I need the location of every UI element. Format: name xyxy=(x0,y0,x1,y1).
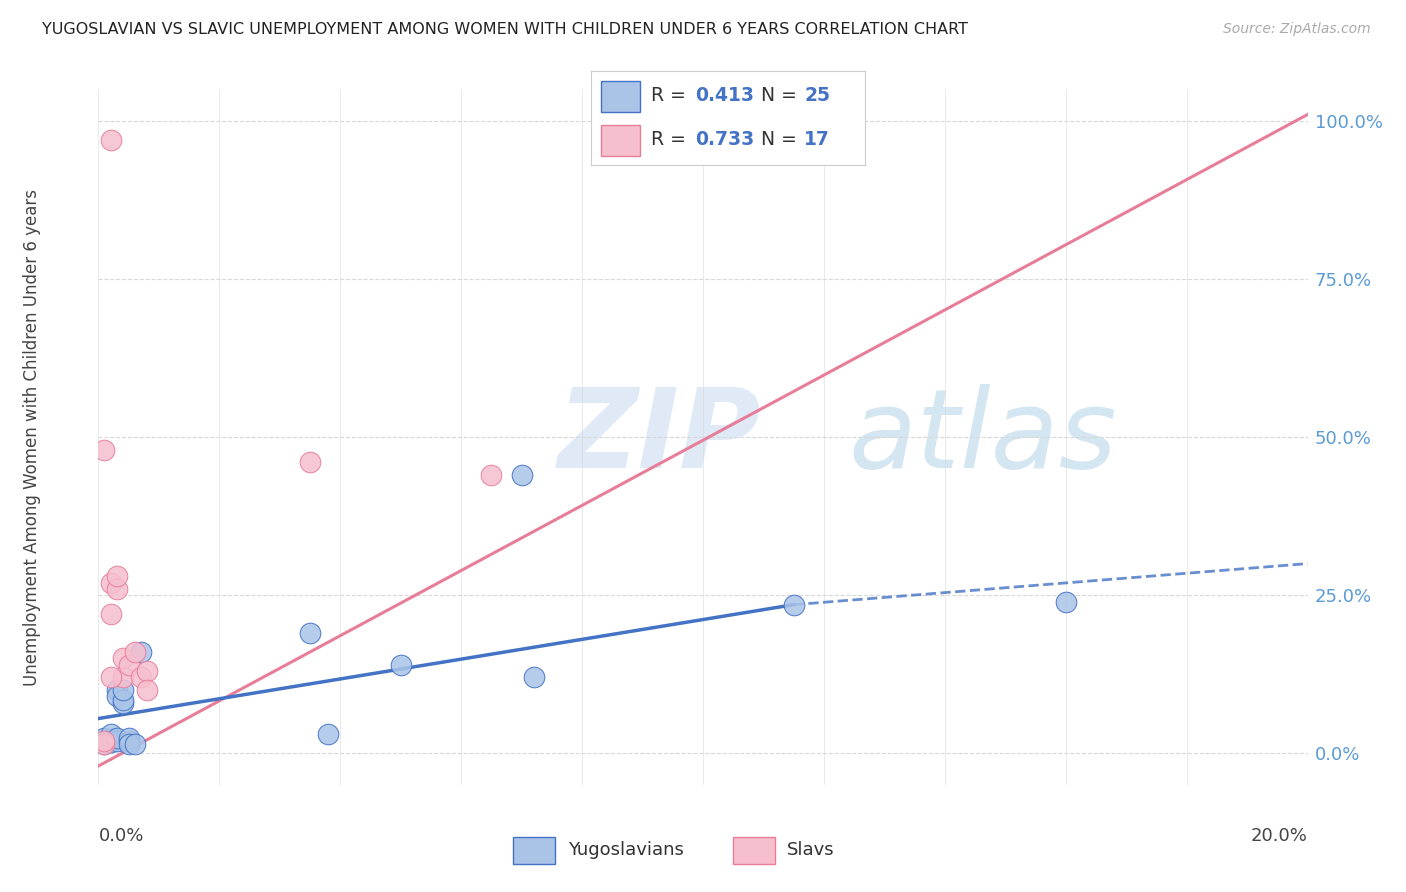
FancyBboxPatch shape xyxy=(513,838,555,864)
Point xyxy=(100,735,122,749)
Text: 0.733: 0.733 xyxy=(695,130,754,149)
Point xyxy=(100,133,122,147)
Point xyxy=(118,657,141,672)
Point xyxy=(299,455,322,469)
Point xyxy=(100,575,122,590)
Point xyxy=(510,468,533,483)
Point xyxy=(111,683,134,698)
Text: 25: 25 xyxy=(804,87,831,105)
Point xyxy=(111,670,134,684)
Point xyxy=(111,651,134,665)
Point xyxy=(93,733,115,747)
Text: N =: N = xyxy=(761,130,803,149)
Point xyxy=(783,598,806,612)
Point xyxy=(1054,594,1077,608)
Point xyxy=(93,737,115,751)
Text: 17: 17 xyxy=(804,130,831,149)
Point xyxy=(135,664,157,678)
Text: N =: N = xyxy=(761,87,803,105)
Point xyxy=(105,731,128,745)
Point xyxy=(135,683,157,698)
Point xyxy=(299,626,322,640)
Point xyxy=(93,737,115,751)
Point xyxy=(100,732,122,747)
Text: Unemployment Among Women with Children Under 6 years: Unemployment Among Women with Children U… xyxy=(22,188,41,686)
Point xyxy=(100,670,122,684)
Text: R =: R = xyxy=(651,130,692,149)
Point xyxy=(105,683,128,698)
Point xyxy=(105,569,128,583)
Point xyxy=(389,657,412,672)
Point xyxy=(100,727,122,741)
Text: Source: ZipAtlas.com: Source: ZipAtlas.com xyxy=(1223,22,1371,37)
Point xyxy=(129,645,152,659)
FancyBboxPatch shape xyxy=(733,838,775,864)
Point xyxy=(100,607,122,622)
Text: 0.0%: 0.0% xyxy=(98,827,143,845)
Point xyxy=(105,733,128,747)
Point xyxy=(111,692,134,706)
Point xyxy=(124,645,146,659)
Point xyxy=(118,737,141,751)
Text: atlas: atlas xyxy=(848,384,1116,491)
Point xyxy=(523,670,546,684)
Text: R =: R = xyxy=(651,87,692,105)
Point xyxy=(93,731,115,745)
Text: ZIP: ZIP xyxy=(558,384,762,491)
Point xyxy=(118,733,141,747)
Text: Slavs: Slavs xyxy=(787,840,835,859)
Point xyxy=(316,727,339,741)
FancyBboxPatch shape xyxy=(602,81,640,112)
Point xyxy=(105,690,128,704)
FancyBboxPatch shape xyxy=(602,125,640,156)
Point xyxy=(93,733,115,747)
Point xyxy=(93,442,115,457)
Text: 20.0%: 20.0% xyxy=(1251,827,1308,845)
Text: YUGOSLAVIAN VS SLAVIC UNEMPLOYMENT AMONG WOMEN WITH CHILDREN UNDER 6 YEARS CORRE: YUGOSLAVIAN VS SLAVIC UNEMPLOYMENT AMONG… xyxy=(42,22,969,37)
Point xyxy=(105,582,128,596)
Text: 0.413: 0.413 xyxy=(695,87,754,105)
Point xyxy=(111,696,134,710)
Point xyxy=(124,737,146,751)
Text: Yugoslavians: Yugoslavians xyxy=(568,840,683,859)
Point xyxy=(481,468,503,483)
Point xyxy=(118,731,141,745)
Point xyxy=(129,670,152,684)
